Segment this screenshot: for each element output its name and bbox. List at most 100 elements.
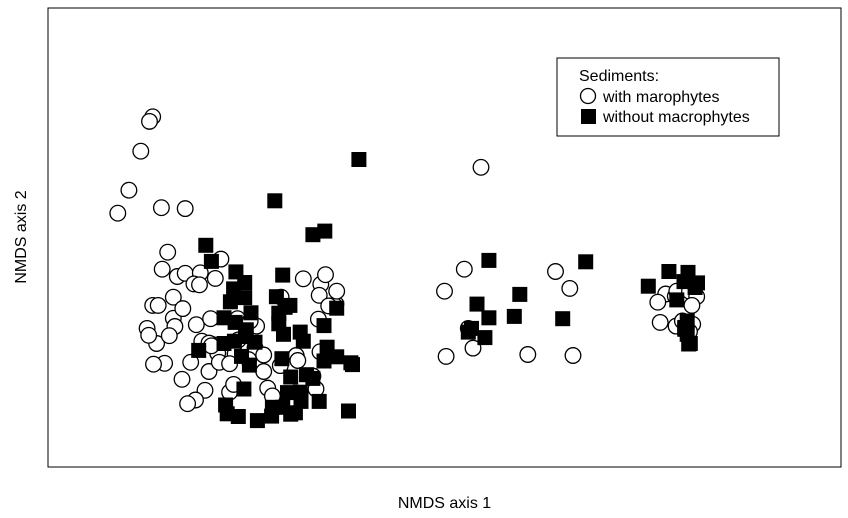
- point-filled-square-5: [203, 253, 219, 269]
- point-open-circle-73: [455, 260, 473, 278]
- point-filled-square-48: [230, 409, 246, 424]
- point-filled-square-16: [222, 294, 238, 310]
- point-open-circle-38: [182, 353, 200, 371]
- point-open-circle-77: [464, 339, 482, 357]
- point-filled-square-61: [506, 308, 522, 324]
- point-open-circle-27: [140, 326, 158, 344]
- point-filled-square-14: [277, 299, 293, 315]
- legend-entry-without-macrophytes: without macrophytes: [602, 109, 750, 126]
- point-open-circle-72: [472, 158, 490, 176]
- point-filled-square-22: [276, 326, 291, 342]
- point-filled-square-49: [236, 381, 252, 397]
- point-open-circle-81: [564, 347, 582, 364]
- point-filled-square-62: [578, 254, 594, 270]
- point-open-circle-89: [651, 313, 669, 331]
- point-filled-square-4: [198, 237, 214, 253]
- point-filled-square-10: [275, 267, 291, 283]
- points-layer: [109, 108, 706, 429]
- point-filled-square-34: [247, 334, 263, 350]
- point-open-circle-50: [317, 266, 334, 284]
- point-open-circle-21: [145, 355, 162, 373]
- point-open-circle-46: [289, 352, 307, 369]
- point-filled-square-41: [311, 393, 327, 409]
- point-open-circle-76: [437, 347, 455, 365]
- point-open-circle-18: [164, 288, 182, 306]
- point-open-circle-70: [255, 363, 273, 380]
- point-open-circle-74: [436, 282, 453, 300]
- point-open-circle-7: [159, 243, 177, 261]
- point-filled-square-0: [351, 152, 367, 167]
- point-open-circle-19: [174, 300, 192, 318]
- point-filled-square-55: [287, 405, 303, 421]
- point-open-circle-29: [202, 310, 220, 328]
- point-filled-square-63: [555, 311, 571, 327]
- point-filled-square-51: [341, 403, 356, 419]
- point-open-circle-26: [187, 316, 205, 334]
- point-filled-square-65: [661, 264, 677, 279]
- point-filled-square-25: [329, 300, 345, 316]
- point-open-circle-2: [132, 142, 150, 160]
- point-open-circle-78: [519, 346, 537, 363]
- point-filled-square-60: [512, 286, 528, 302]
- point-open-circle-40: [173, 370, 191, 388]
- point-filled-square-74: [477, 330, 493, 346]
- point-open-circle-48: [294, 270, 312, 288]
- point-open-circle-22: [191, 276, 208, 294]
- point-filled-square-56: [293, 388, 309, 404]
- point-open-circle-8: [153, 260, 171, 278]
- point-filled-square-76: [460, 324, 476, 340]
- x-axis-label: NMDS axis 1: [398, 495, 491, 512]
- point-open-circle-63: [179, 395, 197, 413]
- point-filled-square-54: [264, 408, 280, 424]
- point-filled-square-3: [317, 223, 333, 239]
- point-open-circle-87: [683, 296, 701, 314]
- point-open-circle-79: [547, 263, 564, 280]
- point-open-circle-4: [109, 204, 127, 222]
- point-open-circle-11: [149, 296, 167, 314]
- legend-entry-with-marophytes: with marophytes: [602, 89, 720, 106]
- point-filled-square-64: [640, 278, 656, 294]
- point-open-circle-80: [561, 279, 579, 297]
- point-filled-square-15: [243, 305, 259, 321]
- legend-title: Sediments:: [579, 68, 659, 85]
- point-open-circle-6: [176, 200, 194, 218]
- plot-frame: [47, 7, 842, 468]
- point-filled-square-53: [226, 333, 242, 349]
- point-filled-square-58: [481, 252, 497, 268]
- point-filled-square-2: [305, 227, 321, 243]
- point-filled-square-1: [267, 193, 283, 209]
- point-filled-square-37: [283, 369, 299, 385]
- point-filled-square-59: [469, 296, 485, 312]
- point-filled-square-69: [690, 275, 705, 291]
- y-axis-label: NMDS axis 2: [13, 190, 30, 283]
- point-filled-square-26: [295, 333, 311, 349]
- legend-filled-square-icon: [581, 109, 596, 124]
- point-filled-square-31: [345, 357, 360, 373]
- point-open-circle-57: [328, 282, 346, 300]
- point-open-circle-23: [206, 269, 224, 287]
- point-open-circle-51: [310, 286, 328, 304]
- point-open-circle-43: [255, 346, 273, 364]
- point-filled-square-45: [249, 413, 265, 429]
- point-filled-square-70: [676, 274, 692, 290]
- point-filled-square-81: [682, 336, 698, 351]
- legend: Sediments: with marophytes without macro…: [556, 57, 780, 137]
- point-filled-square-52: [241, 357, 257, 373]
- point-open-circle-3: [120, 181, 138, 199]
- point-filled-square-32: [191, 342, 207, 358]
- point-open-circle-1: [141, 112, 158, 130]
- point-filled-square-9: [237, 290, 253, 306]
- point-filled-square-75: [481, 310, 497, 326]
- point-open-circle-5: [152, 199, 170, 217]
- point-filled-square-24: [316, 318, 332, 334]
- point-filled-square-28: [316, 353, 332, 369]
- point-filled-square-57: [305, 370, 321, 386]
- point-open-circle-28: [160, 327, 178, 345]
- point-filled-square-29: [329, 349, 345, 365]
- point-filled-square-68: [669, 292, 685, 308]
- point-filled-square-36: [274, 351, 290, 367]
- legend-open-circle-icon: [579, 87, 597, 105]
- point-open-circle-88: [649, 293, 667, 311]
- point-filled-square-43: [280, 385, 295, 401]
